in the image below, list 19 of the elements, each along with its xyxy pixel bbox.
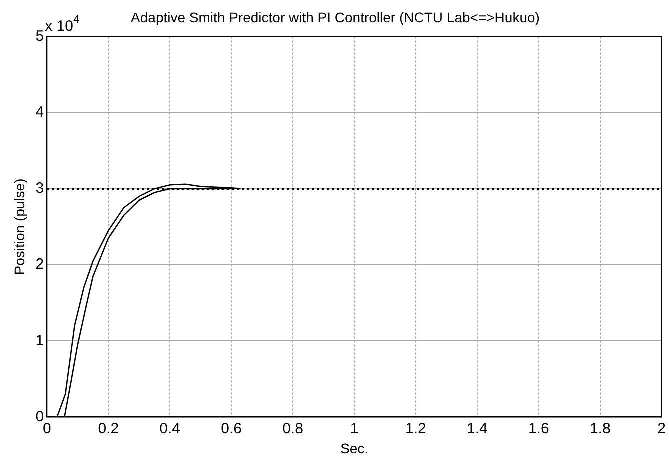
x-tick-label: 0.2 — [98, 420, 120, 438]
x-tick-label: 0.8 — [282, 420, 304, 438]
y-axis-title: Position (pulse) — [11, 178, 28, 276]
x-tick-label: 1.6 — [528, 420, 550, 438]
chart-title: Adaptive Smith Predictor with PI Controller (NCTU Lab<=>Hukuo) — [131, 9, 540, 26]
x-tick-label: 1 — [350, 420, 359, 438]
y-tick-label: 0 — [36, 408, 44, 426]
y-tick-label: 4 — [36, 104, 44, 122]
x-tick-label: 2 — [658, 420, 666, 438]
y-tick-label: 3 — [36, 180, 44, 198]
x-tick-label: 0.4 — [160, 420, 181, 438]
x-axis-title: Sec. — [340, 440, 368, 456]
x-tick-label: 1.4 — [466, 420, 488, 438]
x-tick-label: 0.6 — [221, 420, 242, 438]
y-tick-label: 5 — [36, 28, 44, 45]
x-tick-label: 1.8 — [590, 420, 611, 438]
y-tick-label: 2 — [36, 256, 44, 274]
x-tick-label: 1.2 — [406, 420, 426, 438]
y-tick-label: 1 — [36, 332, 44, 350]
